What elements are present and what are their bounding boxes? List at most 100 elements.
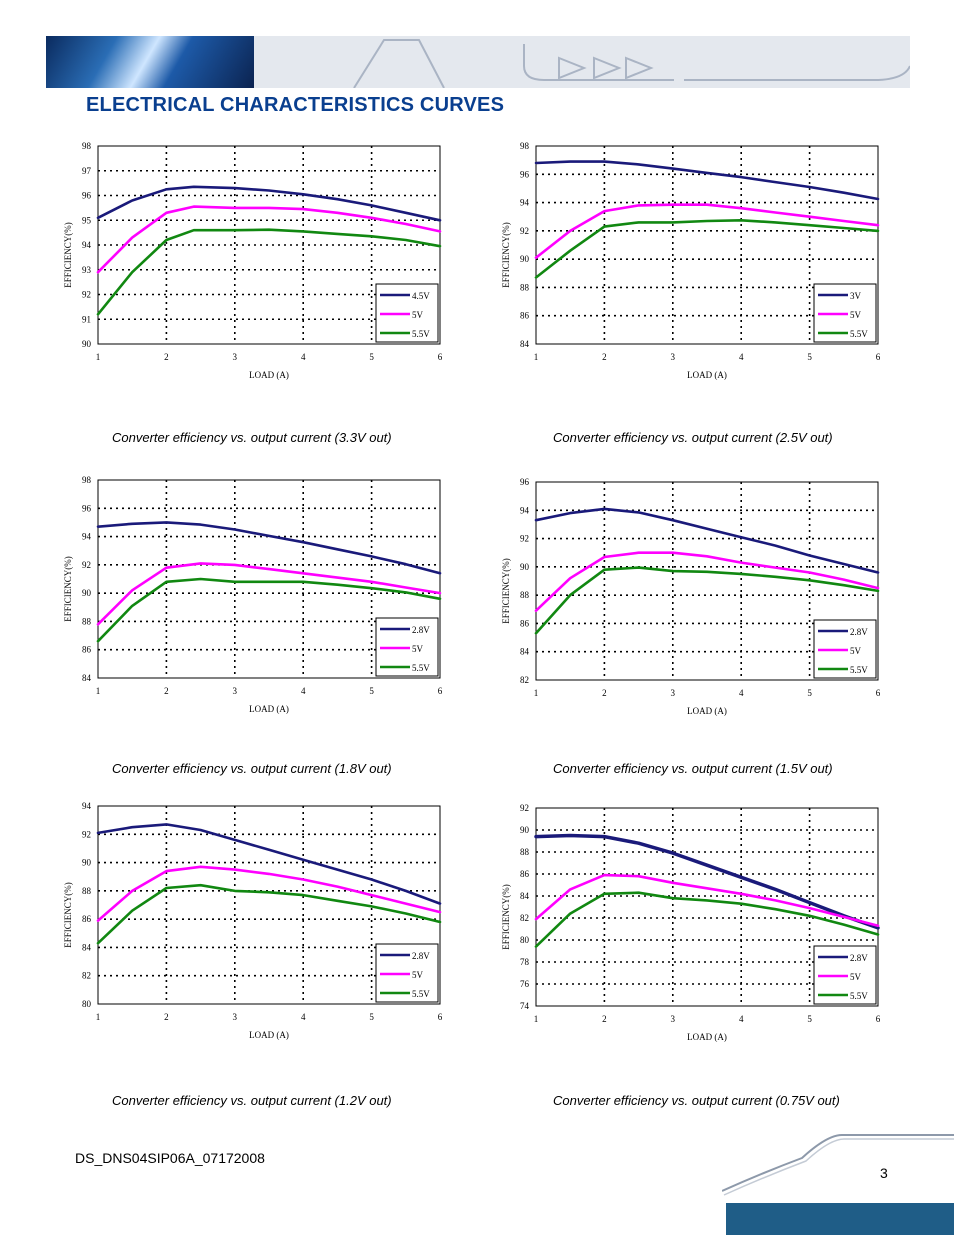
x-tick-label: 3 [233, 1012, 238, 1022]
x-axis-label: LOAD (A) [687, 706, 727, 716]
x-tick-label: 2 [164, 686, 169, 696]
y-tick-label: 93 [82, 265, 92, 275]
y-axis-label: EFFICIENCY(%) [501, 558, 511, 624]
x-tick-label: 2 [602, 352, 607, 362]
plot-frame [535, 145, 879, 345]
y-tick-label: 96 [520, 477, 530, 487]
y-tick-label: 92 [520, 803, 529, 813]
series-line [534, 203, 880, 259]
legend-label: 5V [850, 646, 862, 656]
y-tick-label: 92 [82, 290, 91, 300]
y-tick-label: 96 [82, 503, 92, 513]
x-tick-label: 6 [438, 686, 443, 696]
x-tick-label: 3 [671, 1014, 676, 1024]
plot-frame [97, 805, 441, 1005]
x-tick-label: 2 [602, 688, 607, 698]
y-tick-label: 91 [82, 314, 91, 324]
y-tick-label: 88 [520, 282, 530, 292]
page-title: ELECTRICAL CHARACTERISTICS CURVES [86, 94, 505, 116]
x-tick-label: 1 [96, 686, 101, 696]
series-line [96, 562, 442, 626]
x-axis-label: LOAD (A) [249, 704, 289, 714]
y-tick-label: 90 [82, 339, 92, 349]
series-line [534, 873, 880, 927]
document-id: DS_DNS04SIP06A_07172008 [75, 1150, 265, 1166]
y-tick-label: 86 [520, 869, 530, 879]
y-tick-label: 90 [520, 254, 530, 264]
plot-frame [535, 481, 879, 681]
y-tick-label: 80 [520, 935, 530, 945]
efficiency-chart-3v3: 1 2 3 4 5 6 90 91 92 93 94 95 96 97 98 LOAD (A) EFFICIEN… [40, 136, 450, 396]
banner-decoration [353, 39, 910, 88]
chart-caption: Converter efficiency vs. output current … [112, 761, 392, 776]
efficiency-chart-1v5: 1 2 3 4 5 6 82 84 86 88 90 92 94 96 LOAD (A) EFFICIENCY… [478, 472, 888, 732]
chart-caption: Converter efficiency vs. output current … [553, 761, 833, 776]
x-tick-label: 1 [96, 1012, 101, 1022]
y-tick-label: 82 [82, 971, 91, 981]
series-line [96, 883, 442, 945]
y-tick-label: 86 [82, 645, 92, 655]
x-tick-label: 1 [534, 688, 539, 698]
x-tick-label: 4 [301, 1012, 306, 1022]
efficiency-chart-2v5: 1 2 3 4 5 6 84 86 88 90 92 94 96 98 LOAD (A) EFFICIENCY… [478, 136, 888, 396]
legend-label: 2.8V [850, 627, 868, 637]
x-tick-label: 6 [876, 1014, 881, 1024]
x-tick-label: 4 [739, 352, 744, 362]
x-tick-label: 6 [438, 1012, 443, 1022]
y-tick-label: 92 [82, 560, 91, 570]
y-tick-label: 98 [82, 475, 92, 485]
y-tick-label: 95 [82, 215, 92, 225]
y-tick-label: 74 [520, 1001, 530, 1011]
y-tick-label: 82 [520, 675, 529, 685]
y-tick-label: 88 [82, 616, 92, 626]
y-axis-label: EFFICIENCY(%) [501, 222, 511, 288]
y-axis-label: EFFICIENCY(%) [63, 222, 73, 288]
series-line [534, 551, 880, 612]
series-line [534, 507, 880, 574]
x-tick-label: 5 [807, 688, 812, 698]
y-tick-label: 88 [520, 590, 530, 600]
y-tick-label: 84 [82, 673, 92, 683]
series-line [96, 521, 442, 575]
y-tick-label: 98 [520, 141, 530, 151]
y-tick-label: 90 [82, 858, 92, 868]
x-tick-label: 6 [876, 352, 881, 362]
x-tick-label: 5 [807, 352, 812, 362]
x-tick-label: 3 [671, 352, 676, 362]
banner-photo-image [46, 36, 254, 88]
x-tick-label: 4 [301, 686, 306, 696]
y-tick-label: 96 [520, 169, 530, 179]
legend-label: 5V [850, 310, 862, 320]
y-tick-label: 86 [82, 914, 92, 924]
x-tick-label: 1 [534, 352, 539, 362]
y-axis-label: EFFICIENCY(%) [63, 556, 73, 622]
y-tick-label: 92 [520, 534, 529, 544]
chart-caption: Converter efficiency vs. output current … [112, 1093, 392, 1108]
y-tick-label: 84 [520, 339, 530, 349]
y-tick-label: 88 [82, 886, 92, 896]
series-line [534, 891, 880, 948]
x-axis-label: LOAD (A) [249, 370, 289, 380]
x-tick-label: 4 [739, 1014, 744, 1024]
legend-label: 3V [850, 291, 862, 301]
efficiency-chart-1v2: 1 2 3 4 5 6 80 82 84 86 88 90 92 94 LOAD (A) EFFICIENCY… [40, 796, 450, 1056]
series-line [534, 219, 880, 279]
chart-caption: Converter efficiency vs. output current … [112, 430, 392, 445]
x-tick-label: 5 [369, 352, 374, 362]
x-tick-label: 2 [164, 352, 169, 362]
series-line [534, 833, 880, 930]
x-tick-label: 1 [96, 352, 101, 362]
chart-caption: Converter efficiency vs. output current … [553, 430, 833, 445]
x-tick-label: 1 [534, 1014, 539, 1024]
efficiency-chart-1v8: 1 2 3 4 5 6 84 86 88 90 92 94 96 98 LOAD (A) EFFICIENCY… [40, 470, 450, 730]
legend-label: 5.5V [850, 991, 868, 1001]
legend-label: 5V [412, 970, 424, 980]
x-tick-label: 2 [164, 1012, 169, 1022]
page-number: 3 [880, 1165, 888, 1181]
chart-svg: 1 2 3 4 5 6 74 76 78 80 82 84 86 88 90 92 LOAD (A) EFFICI… [501, 803, 881, 1042]
efficiency-chart-0v75: 1 2 3 4 5 6 74 76 78 80 82 84 86 88 90 92 LOAD (A) EFFICI… [478, 798, 888, 1058]
series-line [96, 577, 442, 643]
series-line [534, 160, 880, 201]
y-tick-label: 88 [520, 847, 530, 857]
y-tick-label: 92 [82, 829, 91, 839]
